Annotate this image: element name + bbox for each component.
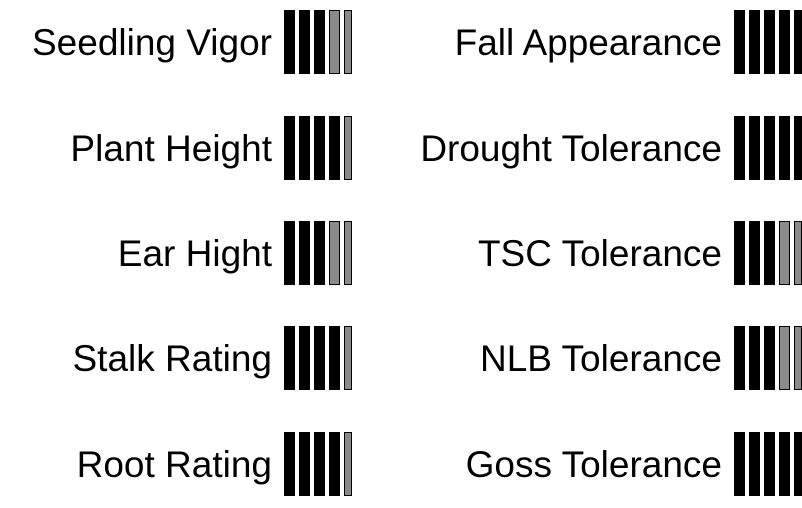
rating-bar-empty xyxy=(329,10,340,74)
rating-row-plant-height: Plant Height xyxy=(0,116,352,180)
rating-label: TSC Tolerance xyxy=(477,232,722,274)
rating-bar-filled xyxy=(764,10,775,74)
rating-bar-filled xyxy=(734,116,745,180)
rating-bars xyxy=(734,116,802,180)
rating-row-stalk-rating: Stalk Rating xyxy=(0,326,352,390)
rating-bar-filled xyxy=(299,10,310,74)
rating-bar-filled xyxy=(749,221,760,285)
rating-bar-empty xyxy=(329,221,340,285)
rating-bar-filled xyxy=(284,221,295,285)
rating-label: Drought Tolerance xyxy=(420,127,722,169)
rating-bar-filled xyxy=(794,10,802,74)
rating-bar-filled xyxy=(779,10,790,74)
rating-bar-empty xyxy=(344,432,352,496)
rating-bar-filled xyxy=(299,221,310,285)
rating-bar-filled xyxy=(329,326,340,390)
rating-bar-filled xyxy=(764,432,775,496)
rating-row-fall-appearance: Fall Appearance xyxy=(360,10,802,74)
rating-bar-filled xyxy=(284,432,295,496)
rating-row-seedling-vigor: Seedling Vigor xyxy=(0,10,352,74)
rating-bar-filled xyxy=(749,326,760,390)
rating-bar-filled xyxy=(329,432,340,496)
rating-label: Root Rating xyxy=(76,443,272,485)
rating-bar-filled xyxy=(764,326,775,390)
rating-bar-filled xyxy=(749,432,760,496)
rating-label: Seedling Vigor xyxy=(32,21,272,63)
rating-bar-filled xyxy=(794,116,802,180)
rating-bar-filled xyxy=(734,326,745,390)
rating-bar-filled xyxy=(764,116,775,180)
rating-bar-empty xyxy=(794,221,802,285)
rating-bars xyxy=(734,326,802,390)
rating-bar-filled xyxy=(284,10,295,74)
rating-label: Ear Hight xyxy=(117,232,272,274)
rating-bar-filled xyxy=(749,116,760,180)
rating-bar-filled xyxy=(734,221,745,285)
rating-bars xyxy=(284,221,352,285)
rating-bars xyxy=(284,432,352,496)
rating-row-goss-tolerance: Goss Tolerance xyxy=(360,432,802,496)
rating-label: Stalk Rating xyxy=(72,337,273,379)
rating-bar-filled xyxy=(284,116,295,180)
rating-row-tsc-tolerance: TSC Tolerance xyxy=(360,221,802,285)
rating-bar-filled xyxy=(794,432,802,496)
rating-bars xyxy=(734,10,802,74)
rating-bar-filled xyxy=(734,10,745,74)
rating-bar-filled xyxy=(314,326,325,390)
rating-bar-empty xyxy=(344,326,352,390)
rating-bar-filled xyxy=(299,116,310,180)
rating-bar-empty xyxy=(779,221,790,285)
rating-bar-filled xyxy=(779,432,790,496)
rating-bar-empty xyxy=(779,326,790,390)
rating-bar-filled xyxy=(284,326,295,390)
rating-bars xyxy=(734,221,802,285)
rating-bars xyxy=(284,116,352,180)
rating-bar-empty xyxy=(344,116,352,180)
rating-row-drought-tolerance: Drought Tolerance xyxy=(360,116,802,180)
rating-bar-filled xyxy=(314,116,325,180)
rating-label: Fall Appearance xyxy=(454,21,722,63)
rating-label: Goss Tolerance xyxy=(465,443,722,485)
rating-label: NLB Tolerance xyxy=(479,337,722,379)
rating-bar-filled xyxy=(299,326,310,390)
rating-bar-filled xyxy=(314,432,325,496)
rating-bar-filled xyxy=(314,221,325,285)
rating-bars xyxy=(284,10,352,74)
rating-bar-empty xyxy=(344,221,352,285)
rating-bar-filled xyxy=(314,10,325,74)
rating-bars xyxy=(284,326,352,390)
rating-label: Plant Height xyxy=(70,127,272,169)
rating-bar-filled xyxy=(779,116,790,180)
rating-row-ear-hight: Ear Hight xyxy=(0,221,352,285)
rating-bar-filled xyxy=(764,221,775,285)
rating-bars xyxy=(734,432,802,496)
rating-bar-empty xyxy=(344,10,352,74)
rating-bar-filled xyxy=(299,432,310,496)
rating-bar-filled xyxy=(749,10,760,74)
rating-bar-filled xyxy=(329,116,340,180)
rating-row-root-rating: Root Rating xyxy=(0,432,352,496)
rating-bar-empty xyxy=(794,326,802,390)
rating-row-nlb-tolerance: NLB Tolerance xyxy=(360,326,802,390)
rating-bar-filled xyxy=(734,432,745,496)
